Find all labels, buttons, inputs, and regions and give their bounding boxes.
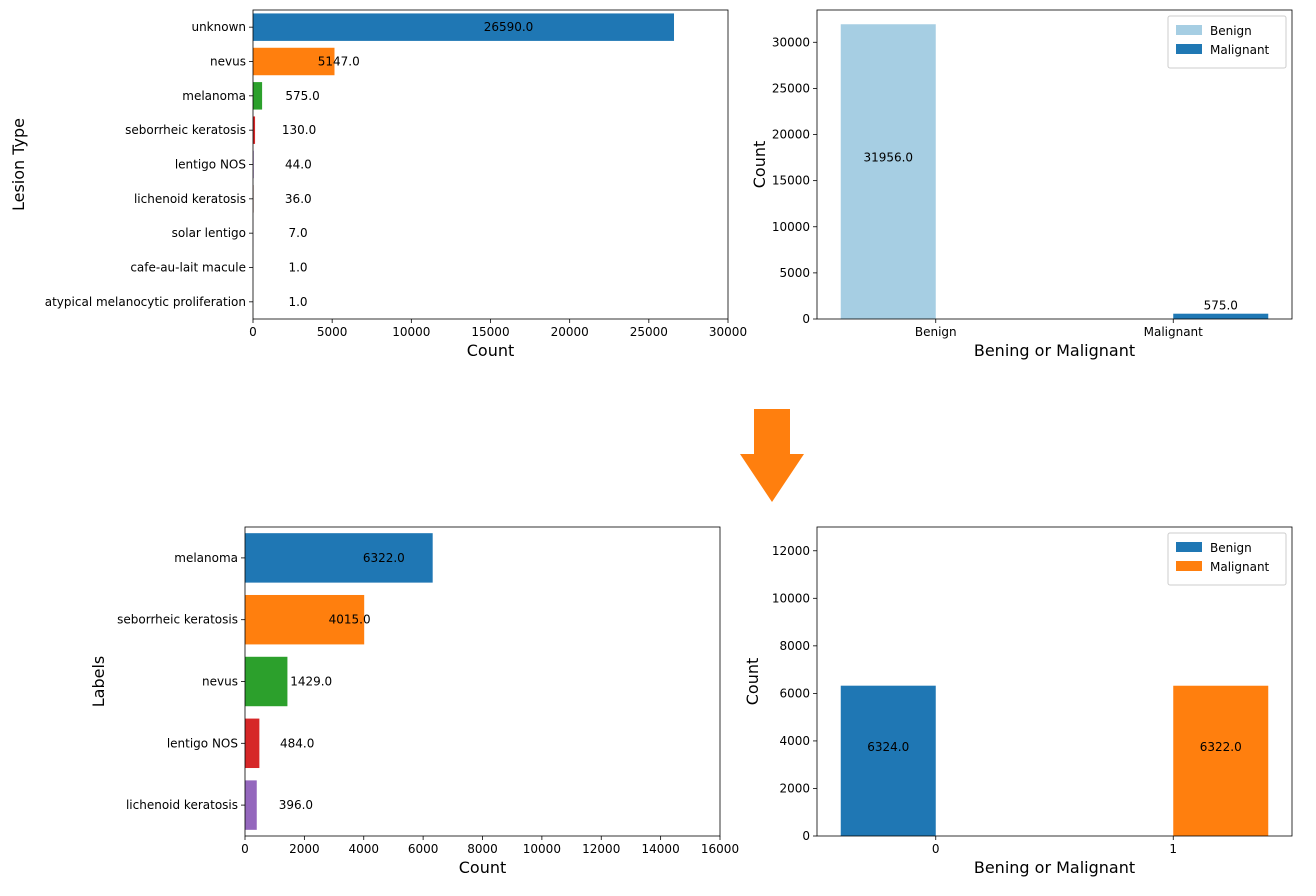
data-label: 1.0 (288, 261, 307, 275)
ytick-label: 12000 (772, 544, 810, 558)
ytick-label: 15000 (772, 174, 810, 188)
category-label: lichenoid keratosis (134, 192, 246, 206)
bar-3 (253, 82, 262, 109)
category-label: unknown (191, 20, 246, 34)
data-label: 6322.0 (363, 551, 405, 565)
lesion-type-horizontal-bar-chart: unknown 26590.0 nevus 5147.0 melanoma 575.0 se… (9, 10, 747, 360)
legend-label: Benign (1210, 24, 1252, 38)
bar-3 (245, 657, 287, 706)
category-label: 0 (932, 842, 940, 856)
xtick-label: 0 (241, 842, 249, 856)
data-label: 36.0 (285, 192, 312, 206)
xtick-label: 12000 (582, 842, 620, 856)
category-label: atypical melanocytic proliferation (45, 295, 246, 309)
labels-horizontal-bar-chart: melanoma 6322.0 seborrheic keratosis 4015.0… (89, 527, 739, 877)
category-label: lichenoid keratosis (126, 798, 238, 812)
category-label: cafe-au-lait macule (130, 261, 246, 275)
data-label: 44.0 (285, 158, 312, 172)
ytick-label: 10000 (772, 591, 810, 605)
ytick-label: 30000 (772, 35, 810, 49)
data-label: 31956.0 (863, 151, 913, 165)
ytick-label: 8000 (779, 639, 810, 653)
xtick-label: 4000 (348, 842, 379, 856)
legend-label: Malignant (1210, 560, 1270, 574)
bar-malignant (1173, 314, 1268, 319)
category-label: 1 (1169, 842, 1177, 856)
xtick-label: 2000 (289, 842, 320, 856)
category-label: lentigo NOS (175, 158, 246, 172)
data-label: 4015.0 (329, 613, 371, 627)
xtick-label: 0 (249, 325, 257, 339)
data-label: 26590.0 (484, 20, 534, 34)
data-label: 484.0 (280, 736, 314, 750)
category-label: melanoma (174, 551, 238, 565)
y-axis-label: Labels (89, 656, 108, 708)
xtick-label: 14000 (642, 842, 680, 856)
data-label: 396.0 (279, 798, 313, 812)
category-label: lentigo NOS (167, 736, 238, 750)
data-label: 6324.0 (867, 740, 909, 754)
category-label: Benign (915, 325, 957, 339)
bar-1 (253, 13, 674, 40)
data-label: 130.0 (282, 123, 316, 137)
legend-swatch (1176, 25, 1202, 35)
x-axis-label: Count (459, 858, 507, 877)
legend-swatch (1176, 561, 1202, 571)
data-label: 6322.0 (1200, 740, 1242, 754)
xtick-label: 16000 (701, 842, 739, 856)
data-label: 575.0 (1204, 299, 1238, 313)
category-label: nevus (210, 55, 246, 69)
legend-swatch (1176, 542, 1202, 552)
legend-label: Malignant (1210, 43, 1270, 57)
xtick-label: 10000 (523, 842, 561, 856)
data-label: 5147.0 (318, 55, 360, 69)
bar-malignant (1173, 686, 1268, 836)
x-axis-label: Count (467, 341, 515, 360)
data-label: 1429.0 (290, 675, 332, 689)
legend-swatch (1176, 44, 1202, 54)
x-axis-label: Bening or Malignant (974, 341, 1135, 360)
down-arrow-icon (740, 409, 804, 502)
ytick-label: 10000 (772, 220, 810, 234)
ytick-label: 25000 (772, 81, 810, 95)
xtick-label: 8000 (467, 842, 498, 856)
ytick-label: 0 (802, 829, 810, 843)
bar-benign (841, 686, 936, 836)
benign-malignant-bar-chart-after: 0 6324.0 1 6322.0 0 2000 4000 6000 8000 10000 1200… (743, 527, 1292, 877)
bar-5 (245, 780, 257, 829)
xtick-label: 25000 (630, 325, 668, 339)
bar-4 (245, 719, 259, 768)
y-axis-label: Count (743, 658, 762, 706)
category-label: Malignant (1144, 325, 1204, 339)
xtick-label: 5000 (317, 325, 348, 339)
xtick-label: 10000 (392, 325, 430, 339)
category-label: melanoma (182, 89, 246, 103)
legend-label: Benign (1210, 541, 1252, 555)
category-label: nevus (202, 675, 238, 689)
ytick-label: 0 (802, 312, 810, 326)
ytick-label: 4000 (779, 734, 810, 748)
xtick-label: 6000 (408, 842, 439, 856)
benign-malignant-bar-chart-before: Benign31956.0Malignant575.00500010000150… (750, 10, 1292, 360)
y-axis-label: Count (750, 141, 769, 189)
down-arrow-shape (740, 409, 804, 502)
ytick-label: 20000 (772, 128, 810, 142)
xtick-label: 15000 (471, 325, 509, 339)
data-label: 575.0 (285, 89, 319, 103)
y-axis-label: Lesion Type (9, 118, 28, 211)
ytick-label: 6000 (779, 686, 810, 700)
ytick-label: 2000 (779, 781, 810, 795)
category-label: seborrheic keratosis (117, 613, 238, 627)
bar-benign (841, 24, 936, 319)
xtick-label: 30000 (709, 325, 747, 339)
x-axis-label: Bening or Malignant (974, 858, 1135, 877)
ytick-label: 5000 (779, 266, 810, 280)
data-label: 7.0 (289, 226, 308, 240)
xtick-label: 20000 (551, 325, 589, 339)
category-label: solar lentigo (172, 226, 246, 240)
data-label: 1.0 (288, 295, 307, 309)
category-label: seborrheic keratosis (125, 123, 246, 137)
